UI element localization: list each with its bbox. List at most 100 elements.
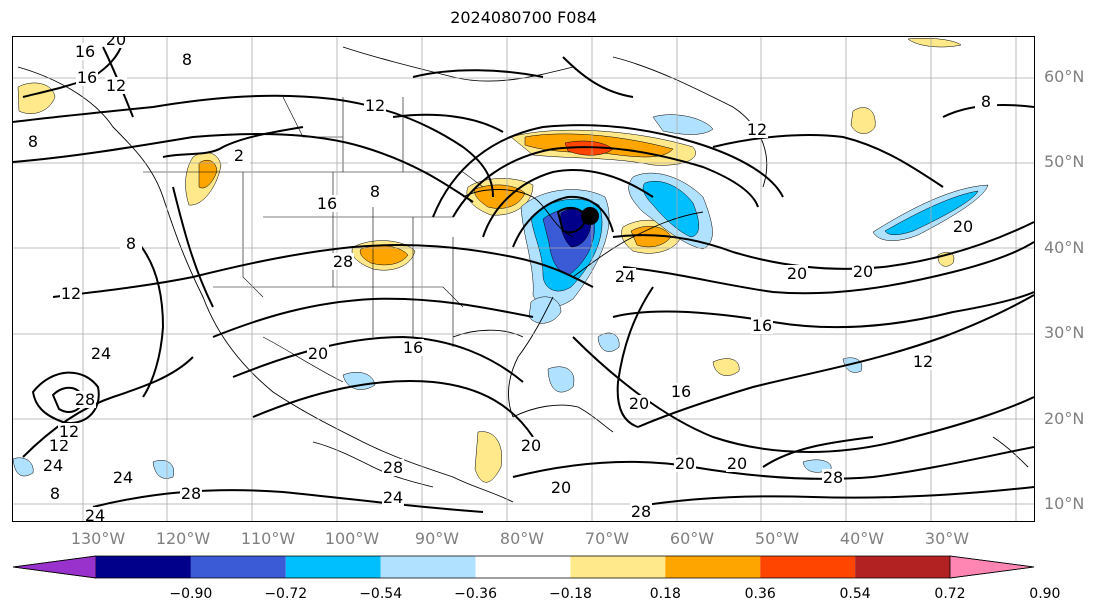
longitude-label: 50°W bbox=[754, 529, 800, 548]
latitude-label: 30°N bbox=[1044, 323, 1085, 342]
longitude-label: 60°W bbox=[669, 529, 715, 548]
colorbar-segment bbox=[380, 556, 476, 578]
colorbar-segment bbox=[285, 556, 381, 578]
contour-label: 8 bbox=[126, 234, 136, 253]
contour-label: 28 bbox=[631, 502, 651, 521]
contour-label: 24 bbox=[85, 506, 105, 521]
contour-label: 16 bbox=[317, 194, 337, 213]
contour-label-background bbox=[952, 218, 974, 235]
contour-label: 12 bbox=[747, 120, 767, 139]
negative-anomaly-patch bbox=[13, 457, 34, 477]
positive-anomaly-patch bbox=[17, 82, 56, 114]
contour-label: 20 bbox=[521, 436, 541, 455]
contour-label-background bbox=[176, 51, 198, 68]
colorbar-tick-label: −0.18 bbox=[548, 586, 592, 602]
contour-label: 28 bbox=[181, 484, 201, 503]
contour-label-background bbox=[912, 353, 934, 370]
latitude-label: 10°N bbox=[1044, 494, 1085, 513]
longitude-label: 30°W bbox=[924, 529, 970, 548]
contour-label-background bbox=[520, 437, 542, 454]
longitude-label: 130°W bbox=[70, 529, 126, 548]
contour-label-background bbox=[42, 457, 64, 474]
contour-label-background bbox=[614, 268, 636, 285]
contour-label-background bbox=[316, 195, 338, 212]
latitude-label: 40°N bbox=[1044, 238, 1085, 257]
contour-label: 24 bbox=[615, 267, 635, 286]
negative-anomaly-patch bbox=[597, 332, 620, 352]
low-pressure-center bbox=[581, 207, 599, 225]
contour-label-background bbox=[786, 265, 808, 282]
contour-label-background bbox=[670, 383, 692, 400]
longitude-label: 110°W bbox=[240, 529, 296, 548]
contour-label: 2 bbox=[234, 146, 244, 165]
contour-label: 8 bbox=[50, 484, 60, 503]
contour-label-background bbox=[60, 285, 82, 302]
positive-anomaly-patch bbox=[198, 160, 218, 189]
contour-label-background bbox=[307, 345, 329, 362]
contour-label: 28 bbox=[823, 468, 843, 487]
contour-label: 20 bbox=[853, 262, 873, 281]
contour-label: 20 bbox=[629, 394, 649, 413]
contour-label-background bbox=[228, 147, 250, 164]
contour-label: 28 bbox=[333, 252, 353, 271]
contour-label: 20 bbox=[953, 217, 973, 236]
coastlines bbox=[17, 46, 1029, 503]
gridlines bbox=[13, 37, 1034, 521]
contour-label-background bbox=[180, 485, 202, 502]
colorbar bbox=[12, 555, 1036, 585]
contour-label-background bbox=[364, 183, 386, 200]
contour-label: 12 bbox=[61, 284, 81, 303]
contour-label-background bbox=[22, 133, 44, 150]
negative-anomaly-patch bbox=[152, 460, 175, 479]
colorbar-segment bbox=[855, 556, 950, 578]
contour-label: 16 bbox=[403, 338, 423, 357]
colorbar-tick-label: −0.72 bbox=[264, 586, 308, 602]
contour-label: 8 bbox=[182, 50, 192, 69]
contour-label: 20 bbox=[308, 344, 328, 363]
longitude-label: 70°W bbox=[584, 529, 630, 548]
contour-label-background bbox=[550, 479, 572, 496]
colorbar-extension-high bbox=[949, 555, 1035, 579]
contour-label: 12 bbox=[106, 76, 126, 95]
contour-label: 28 bbox=[75, 390, 95, 409]
colorbar-tick-label: −0.90 bbox=[169, 586, 213, 602]
colorbar-segment bbox=[190, 556, 286, 578]
contour-label-background bbox=[74, 391, 96, 408]
weather-map-panel: 20 16 8 16 12 12 2 16 8 28 8 12 8 24 28 24 12 24 8 24 28 20 16… bbox=[12, 36, 1035, 522]
contour-label: 24 bbox=[383, 488, 403, 507]
contour-label: 20 bbox=[675, 454, 695, 473]
contour-label: 24 bbox=[43, 456, 63, 475]
colorbar-extension-low bbox=[12, 555, 97, 579]
colorbar-segment bbox=[570, 556, 666, 578]
contour-label-background bbox=[751, 317, 773, 334]
contour-label-background bbox=[90, 345, 112, 362]
contour-label: 12 bbox=[59, 422, 79, 441]
contour-label: 12 bbox=[365, 96, 385, 115]
contour-label-background bbox=[105, 37, 127, 48]
contour-label-background bbox=[105, 77, 127, 94]
contour-label-background bbox=[382, 459, 404, 476]
colorbar-tick-label: 0.18 bbox=[649, 586, 681, 602]
contour-label-background bbox=[112, 469, 134, 486]
colorbar-segment bbox=[475, 556, 571, 578]
contour-label: 8 bbox=[370, 182, 380, 201]
contour-label-background bbox=[48, 437, 70, 454]
contour-label: 12 bbox=[49, 436, 69, 455]
contour-label: 20 bbox=[787, 264, 807, 283]
contour-label-background bbox=[44, 485, 66, 502]
negative-anomaly-patch bbox=[884, 190, 979, 235]
contour-label-background bbox=[746, 121, 768, 138]
negative-anomaly-patch bbox=[642, 181, 699, 238]
contour-label-background bbox=[84, 507, 106, 521]
contour-label-background bbox=[630, 503, 652, 520]
contour-label-background bbox=[402, 339, 424, 356]
colorbar-tick-label: 0.54 bbox=[839, 586, 871, 602]
latitude-label: 20°N bbox=[1044, 409, 1085, 428]
contour-label-background bbox=[382, 489, 404, 506]
contour-label-background bbox=[852, 263, 874, 280]
map-title: 2024080700 F084 bbox=[450, 8, 597, 27]
contour-label: 20 bbox=[551, 478, 571, 497]
contour-label: 16 bbox=[752, 316, 772, 335]
negative-anomaly-patch bbox=[342, 372, 376, 390]
